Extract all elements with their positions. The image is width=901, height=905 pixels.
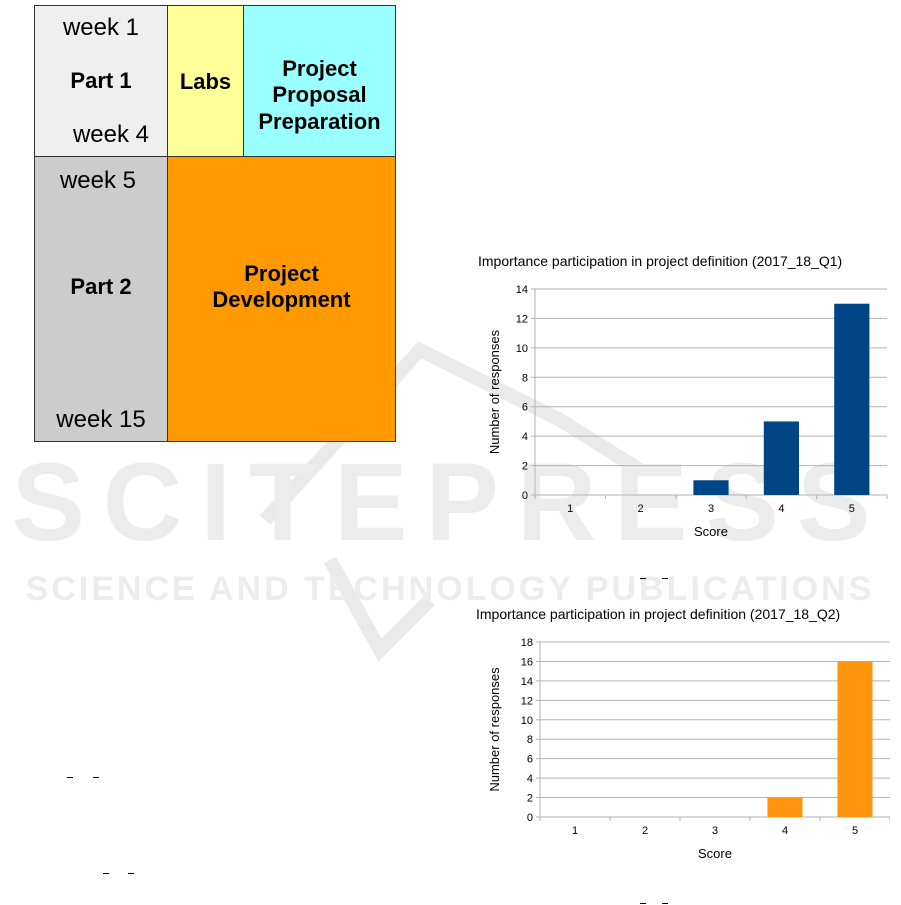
y-tick-label: 8	[522, 372, 528, 384]
part2-cell: week 5 Part 2 week 15	[34, 156, 168, 442]
y-axis-label: Number of responses	[487, 329, 502, 454]
stray-mark	[640, 903, 646, 904]
x-tick-label: 3	[712, 825, 718, 837]
stray-mark	[640, 578, 646, 579]
y-tick-label: 14	[521, 676, 533, 688]
y-tick-label: 18	[521, 637, 533, 649]
chart1-title: Importance participation in project defi…	[478, 253, 843, 269]
part1-label: Part 1	[70, 68, 132, 93]
bar	[837, 661, 873, 817]
x-tick-label: 4	[782, 825, 788, 837]
y-tick-label: 4	[522, 431, 528, 443]
y-tick-label: 6	[527, 754, 533, 766]
y-tick-label: 6	[522, 402, 528, 414]
y-tick-label: 8	[527, 734, 533, 746]
watermark-line2: SCIENCE AND TECHNOLOGY PUBLICATIONS	[26, 570, 875, 608]
stray-mark	[662, 903, 668, 904]
x-tick-label: 4	[778, 503, 784, 515]
week4-label: week 4	[72, 121, 150, 148]
y-axis-label: Number of responses	[487, 667, 502, 792]
bar	[767, 797, 803, 817]
x-tick-label: 5	[849, 503, 855, 515]
x-tick-label: 1	[572, 825, 578, 837]
proposal-line2: Proposal	[272, 82, 367, 107]
y-tick-label: 12	[521, 695, 533, 707]
development-cell: Project Development	[167, 156, 396, 442]
stray-mark	[128, 873, 134, 874]
y-tick-label: 2	[522, 461, 528, 473]
y-tick-label: 2	[527, 793, 533, 805]
y-tick-label: 0	[527, 812, 533, 824]
x-tick-label: 1	[567, 503, 573, 515]
week5-label: week 5	[59, 167, 137, 194]
y-tick-label: 0	[522, 490, 528, 502]
part2-label: Part 2	[70, 274, 132, 299]
bar	[834, 303, 870, 495]
x-tick-label: 5	[852, 825, 858, 837]
x-tick-label: 2	[638, 503, 644, 515]
stray-mark	[662, 578, 668, 579]
week1-label: week 1	[62, 14, 140, 41]
x-tick-label: 3	[708, 503, 714, 515]
bar	[693, 480, 729, 495]
x-axis-label: Score	[698, 846, 732, 861]
y-tick-label: 14	[516, 284, 528, 296]
y-tick-label: 10	[516, 343, 528, 355]
y-tick-label: 10	[521, 715, 533, 727]
y-tick-label: 16	[521, 656, 533, 668]
stray-mark	[93, 777, 99, 778]
development-line1: Project	[244, 261, 319, 286]
course-schedule: week 1 Part 1 week 4 Labs Project Propos…	[34, 5, 396, 442]
x-tick-label: 2	[642, 825, 648, 837]
x-axis-label: Score	[694, 524, 728, 539]
labs-label: Labs	[179, 69, 232, 94]
watermark-line1: SCITEPRESS	[12, 441, 889, 564]
stray-mark	[67, 777, 73, 778]
labs-cell: Labs	[167, 5, 244, 157]
proposal-cell: Project Proposal Preparation	[243, 5, 396, 157]
y-tick-label: 4	[527, 773, 533, 785]
bar	[763, 421, 799, 495]
proposal-line3: Preparation	[258, 109, 381, 134]
part1-cell: week 1 Part 1 week 4	[34, 5, 168, 157]
development-line2: Development	[212, 287, 351, 312]
week15-label: week 15	[56, 406, 146, 433]
y-tick-label: 12	[516, 313, 528, 325]
proposal-line1: Project	[282, 56, 357, 81]
stray-mark	[103, 873, 109, 874]
chart2-title: Importance participation in project defi…	[476, 606, 841, 622]
